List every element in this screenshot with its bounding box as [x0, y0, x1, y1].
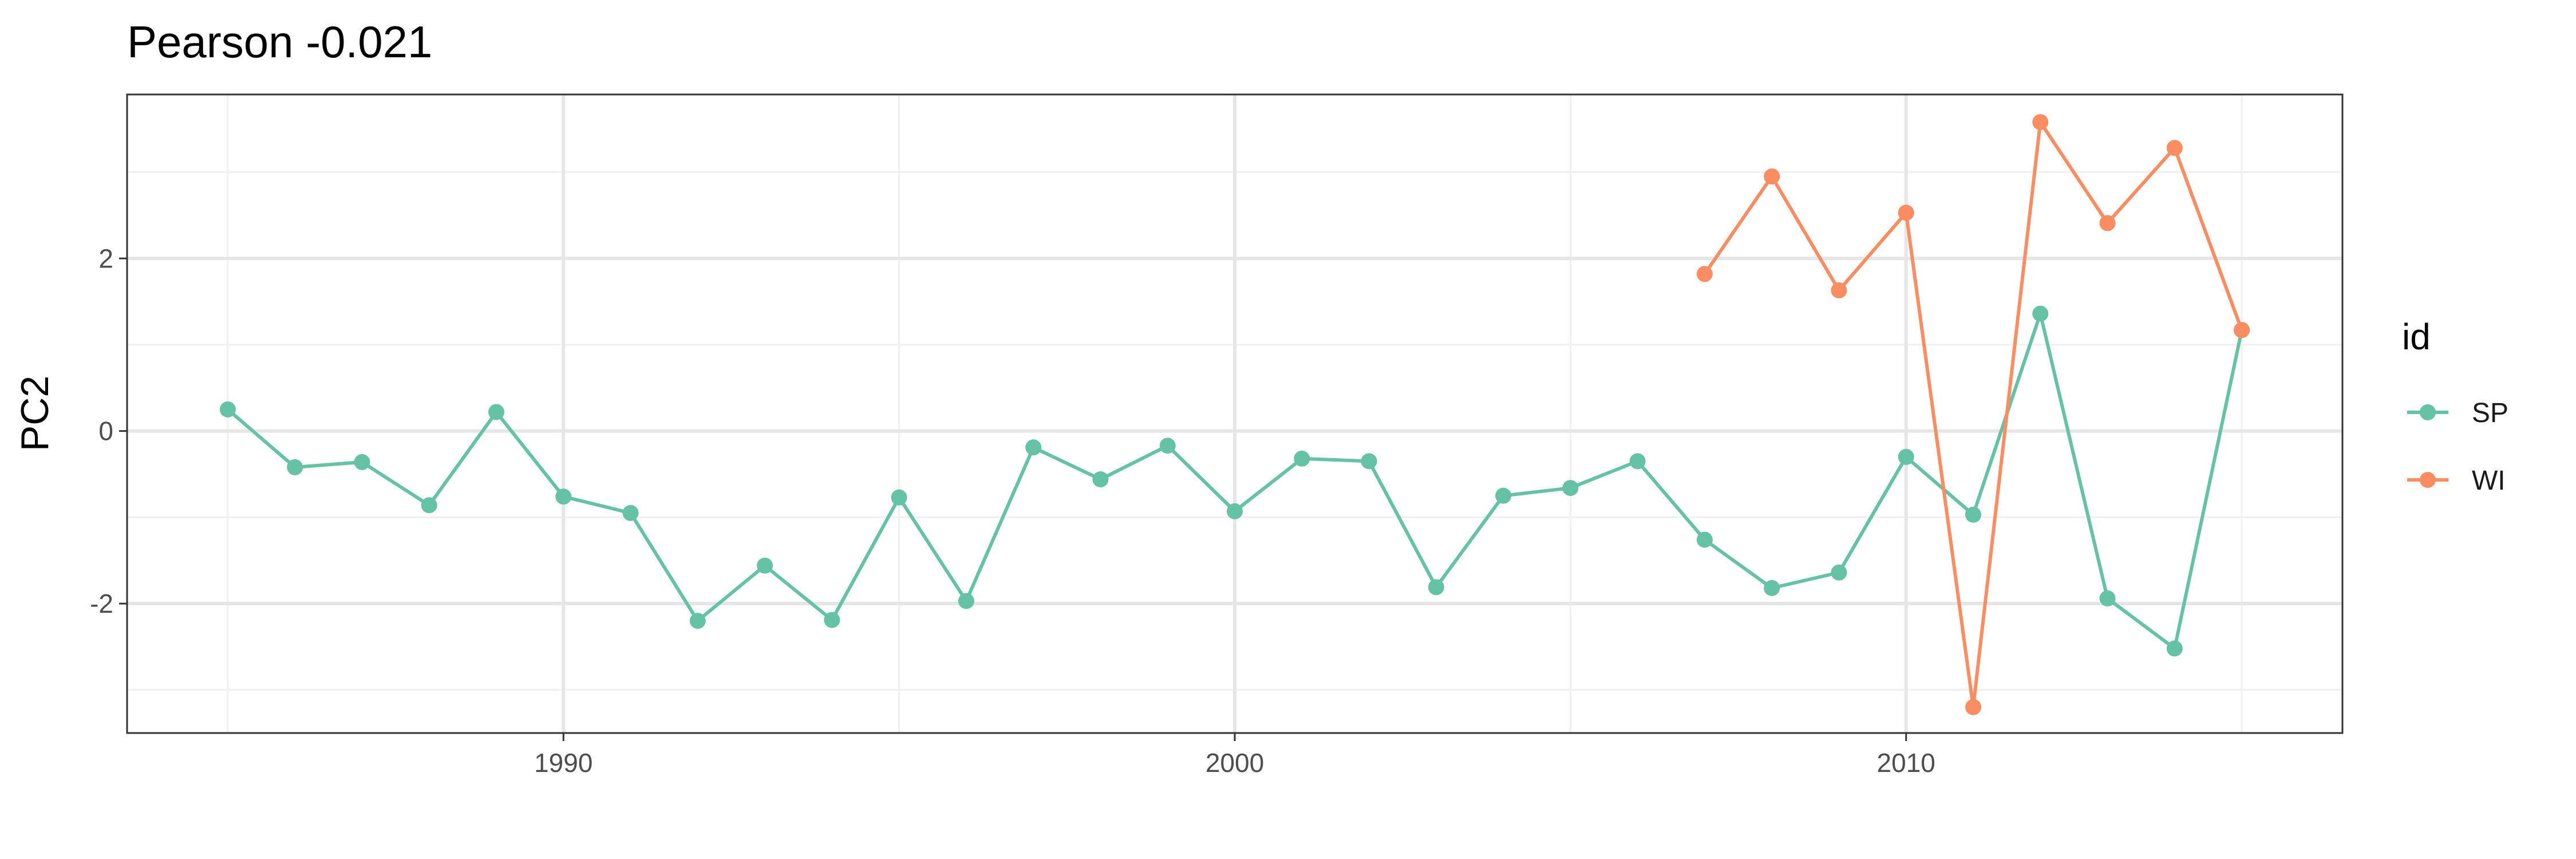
data-point-sp: [1562, 480, 1579, 497]
data-point-sp: [1159, 438, 1176, 454]
data-point-wi: [1696, 266, 1713, 282]
series-points: [219, 114, 2250, 715]
data-point-wi: [2032, 114, 2049, 131]
legend-title: id: [2402, 316, 2431, 357]
data-point-sp: [2099, 590, 2116, 606]
legend-label-wi: WI: [2472, 466, 2506, 496]
legend-label-sp: SP: [2472, 398, 2508, 428]
data-point-wi: [1965, 699, 1981, 715]
legend-key-point-wi: [2420, 472, 2436, 488]
series-line-wi: [1703, 120, 2243, 709]
data-point-sp: [1696, 531, 1713, 548]
data-point-sp: [354, 454, 370, 470]
data-point-wi: [2234, 322, 2250, 338]
data-point-sp: [1227, 503, 1243, 519]
axis-ticks: 1990 2000 2010 -2 0 2: [90, 243, 1935, 778]
data-point-sp: [488, 404, 504, 420]
data-point-sp: [1629, 453, 1646, 470]
data-point-sp: [1025, 439, 1042, 456]
data-point-sp: [1294, 450, 1310, 467]
x-tick-label: 2010: [1877, 748, 1935, 778]
data-point-sp: [689, 613, 706, 629]
data-point-sp: [219, 401, 236, 417]
data-point-wi: [1764, 168, 1780, 185]
data-point-sp: [891, 489, 907, 506]
data-point-wi: [1831, 282, 1847, 299]
data-point-wi: [2099, 215, 2116, 231]
x-tick-label: 2000: [1206, 748, 1264, 778]
data-point-sp: [1495, 487, 1512, 504]
legend: id SP WI: [2402, 316, 2508, 496]
y-axis-label: PC2: [13, 376, 57, 451]
data-point-sp: [555, 488, 572, 505]
legend-key-point-sp: [2420, 404, 2436, 420]
data-point-sp: [1764, 580, 1780, 596]
data-point-sp: [622, 505, 639, 521]
data-point-sp: [287, 459, 303, 475]
data-point-sp: [2032, 305, 2049, 322]
y-tick-label: 2: [98, 243, 113, 273]
data-point-sp: [2166, 640, 2183, 657]
y-tick-label: 0: [98, 416, 113, 446]
data-point-sp: [1965, 506, 1981, 523]
data-point-sp: [1361, 453, 1377, 470]
data-point-sp: [421, 497, 437, 514]
data-point-sp: [1092, 471, 1109, 488]
data-point-sp: [1898, 448, 1914, 465]
data-point-wi: [2166, 140, 2183, 156]
y-tick-label: -2: [90, 589, 113, 618]
data-point-sp: [824, 612, 840, 628]
gridlines: [127, 94, 2342, 733]
data-point-sp: [958, 593, 974, 609]
chart-title: Pearson -0.021: [127, 17, 432, 67]
data-point-wi: [1898, 204, 1914, 221]
data-point-sp: [757, 557, 773, 574]
data-point-sp: [1428, 579, 1444, 596]
x-tick-label: 1990: [534, 748, 592, 778]
data-point-sp: [1831, 564, 1847, 581]
